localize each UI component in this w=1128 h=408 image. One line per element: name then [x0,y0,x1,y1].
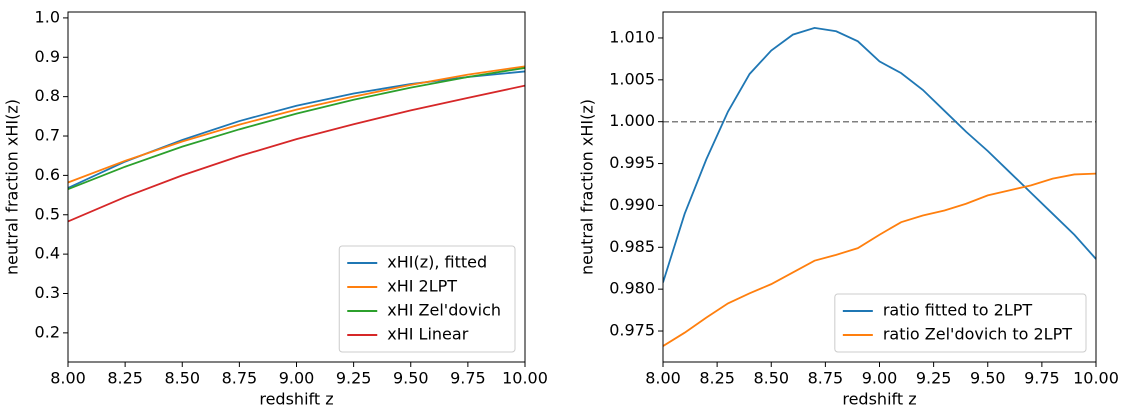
x-tick-label: 8.75 [808,369,844,388]
axes-frame [662,11,1097,363]
y-tick-label: 0.975 [609,321,655,340]
x-tick-label: 9.75 [450,369,486,388]
y-tick-label: 0.6 [35,165,60,184]
y-tick-label: 1.005 [609,69,655,88]
legend: xHI(z), fitted xHI 2LPT xHI Zel'dovich xHI … [338,245,516,353]
panel: 8.00 8.25 8.50 8.75 9.00 9.25 9.50 9.75 10.00 0.2… [3,7,548,408]
series-line [68,70,525,189]
series-line [68,67,525,191]
x-tick-label: 9.00 [862,369,898,388]
series-line [68,65,525,184]
x-tick-label: 9.25 [336,369,372,388]
y-tick-label: 1.010 [609,27,655,46]
x-axis-label: redshift z [259,390,333,408]
y-tick-label: 0.8 [35,86,60,105]
panel: 8.00 8.25 8.50 8.75 9.00 9.25 9.50 9.75 10.00 0.9… [578,11,1119,408]
y-tick-label: 0.985 [609,237,655,256]
x-tick-label: 8.00 [645,369,681,388]
legend-frame [338,245,516,353]
x-tick-label: 10.00 [1073,369,1119,388]
y-tick-label: 0.980 [609,279,655,298]
legend-frame [834,293,1087,353]
legend-label: ratio fitted to 2LPT [883,301,1033,320]
x-tick-label: 9.00 [279,369,315,388]
legend-label: xHI Zel'dovich [387,301,501,320]
legend-label: ratio Zel'dovich to 2LPT [883,325,1072,344]
legend-label: xHI(z), fitted [387,253,487,272]
x-tick-label: 8.25 [699,369,735,388]
y-tick-label: 0.990 [609,195,655,214]
y-tick-label: 0.4 [35,244,60,263]
x-tick-label: 9.50 [970,369,1006,388]
series-line [68,84,525,223]
x-tick-label: 9.50 [393,369,429,388]
x-axis-label: redshift z [842,390,916,408]
legend: ratio fitted to 2LPT ratio Zel'dovich to … [834,293,1087,353]
x-tick-label: 8.75 [222,369,258,388]
legend-label: xHI Linear [387,325,468,344]
y-tick-label: 0.2 [35,322,60,341]
series-line [663,26,1096,283]
x-tick-label: 8.00 [50,369,86,388]
y-axis-label: neutral fraction xHI(z) [578,99,597,275]
y-tick-label: 0.5 [35,204,60,223]
x-tick-label: 8.25 [107,369,143,388]
x-tick-label: 9.25 [916,369,952,388]
x-tick-label: 8.50 [753,369,789,388]
y-tick-label: 0.9 [35,47,60,66]
y-tick-label: 0.3 [35,283,60,302]
y-axis-label: neutral fraction xHI(z) [3,99,22,275]
y-tick-label: 0.7 [35,126,60,145]
y-tick-label: 1.000 [609,111,655,130]
y-tick-label: 0.995 [609,153,655,172]
axes-frame [67,11,526,363]
y-tick-label: 1.0 [35,7,60,26]
x-tick-label: 9.75 [1024,369,1060,388]
x-tick-label: 10.00 [502,369,548,388]
x-tick-label: 8.50 [164,369,200,388]
legend-label: xHI 2LPT [387,277,457,296]
series-line [663,172,1096,347]
